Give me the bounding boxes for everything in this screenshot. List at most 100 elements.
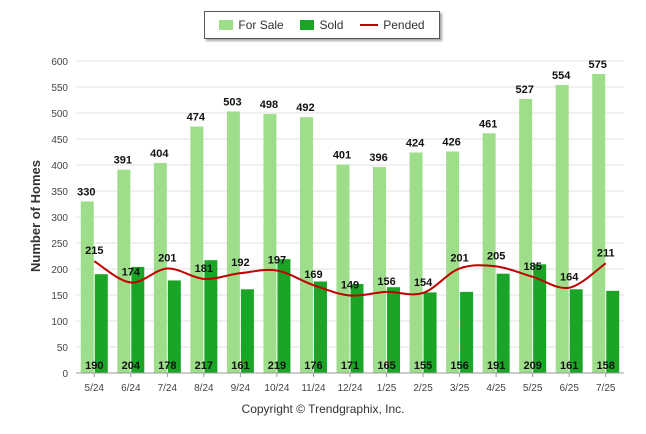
for-sale-swatch bbox=[219, 20, 234, 30]
data-label-sold: 204 bbox=[122, 360, 141, 372]
bar-sold bbox=[569, 289, 583, 373]
x-tick-label: 10/24 bbox=[264, 383, 289, 394]
bar-sold bbox=[94, 274, 108, 373]
bar-sold bbox=[277, 259, 291, 373]
legend-label-pended: Pended bbox=[383, 18, 425, 32]
data-label-for-sale: 554 bbox=[552, 70, 571, 82]
y-tick-label: 50 bbox=[57, 343, 69, 354]
data-label-for-sale: 474 bbox=[187, 112, 206, 124]
y-tick-label: 550 bbox=[51, 83, 68, 94]
copyright-text: Copyright © Trendgraphix, Inc. bbox=[241, 402, 405, 416]
y-tick-label: 300 bbox=[51, 213, 68, 224]
data-label-for-sale: 527 bbox=[515, 84, 533, 96]
data-label-pended: 169 bbox=[304, 269, 322, 281]
y-tick-label: 0 bbox=[62, 369, 68, 380]
data-label-pended: 164 bbox=[560, 272, 579, 284]
legend-item-sold[interactable]: Sold bbox=[300, 18, 343, 32]
bar-for-sale bbox=[519, 98, 533, 374]
bar-sold bbox=[167, 280, 181, 373]
data-label-pended: 211 bbox=[597, 247, 615, 259]
bar-for-sale bbox=[555, 84, 569, 374]
data-label-sold: 161 bbox=[231, 360, 249, 372]
x-tick-label: 6/25 bbox=[559, 383, 579, 394]
bar-sold bbox=[496, 273, 510, 373]
y-tick-label: 200 bbox=[51, 265, 68, 276]
data-label-sold: 176 bbox=[304, 360, 322, 372]
y-axis-title: Number of Homes bbox=[28, 160, 43, 272]
legend: For Sale Sold Pended bbox=[204, 11, 440, 39]
data-label-for-sale: 401 bbox=[333, 149, 351, 161]
legend-label-for-sale: For Sale bbox=[238, 18, 284, 32]
bar-for-sale bbox=[80, 201, 94, 373]
y-tick-label: 500 bbox=[51, 109, 68, 120]
sold-swatch bbox=[300, 20, 315, 30]
x-tick-label: 12/24 bbox=[337, 383, 362, 394]
data-label-sold: 217 bbox=[195, 360, 213, 372]
bar-for-sale bbox=[336, 164, 350, 373]
x-tick-label: 5/24 bbox=[85, 383, 105, 394]
bar-sold bbox=[131, 266, 145, 373]
y-tick-label: 250 bbox=[51, 239, 68, 250]
bar-sold bbox=[313, 281, 327, 373]
x-tick-label: 3/25 bbox=[450, 383, 470, 394]
bar-sold bbox=[533, 264, 547, 373]
x-tick-label: 2/25 bbox=[413, 383, 433, 394]
bar-sold bbox=[423, 292, 437, 373]
legend-label-sold: Sold bbox=[319, 18, 344, 32]
x-tick-label: 6/24 bbox=[121, 383, 141, 394]
data-label-sold: 209 bbox=[523, 360, 541, 372]
bar-sold bbox=[387, 287, 401, 373]
legend-item-pended[interactable]: Pended bbox=[360, 18, 425, 32]
bar-for-sale bbox=[446, 151, 460, 373]
bar-sold bbox=[240, 289, 254, 373]
x-tick-label: 4/25 bbox=[486, 383, 506, 394]
bar-sold bbox=[460, 291, 474, 373]
bar-for-sale bbox=[117, 169, 131, 373]
data-label-sold: 171 bbox=[341, 360, 359, 372]
y-tick-label: 100 bbox=[51, 317, 68, 328]
x-tick-label: 5/25 bbox=[523, 383, 543, 394]
data-label-sold: 155 bbox=[414, 360, 432, 372]
x-tick-label: 7/24 bbox=[158, 383, 178, 394]
bar-for-sale bbox=[373, 167, 387, 373]
y-tick-label: 350 bbox=[51, 187, 68, 198]
bar-for-sale bbox=[263, 114, 277, 373]
data-label-sold: 219 bbox=[268, 360, 286, 372]
data-label-for-sale: 575 bbox=[589, 59, 607, 71]
data-label-pended: 181 bbox=[195, 263, 213, 275]
data-label-sold: 158 bbox=[597, 360, 615, 372]
bar-for-sale bbox=[190, 126, 204, 374]
grid-layer bbox=[76, 60, 624, 374]
data-label-for-sale: 391 bbox=[114, 155, 132, 167]
data-label-pended: 201 bbox=[450, 252, 468, 264]
x-tick-label: 7/25 bbox=[596, 383, 616, 394]
bars-layer bbox=[80, 74, 620, 374]
y-axis: 0 50 100 150 200 250 300 350 400 450 500 550 600 bbox=[51, 57, 68, 380]
data-label-for-sale: 492 bbox=[296, 102, 314, 114]
data-label-pended: 185 bbox=[523, 261, 541, 273]
data-label-sold: 178 bbox=[158, 360, 176, 372]
x-tick-label: 8/24 bbox=[194, 383, 214, 394]
data-label-for-sale: 503 bbox=[223, 96, 241, 108]
legend-item-for-sale[interactable]: For Sale bbox=[219, 18, 284, 32]
data-label-pended: 205 bbox=[487, 250, 505, 262]
data-label-for-sale: 396 bbox=[369, 152, 387, 164]
data-label-pended: 154 bbox=[414, 277, 433, 289]
data-label-pended: 201 bbox=[158, 252, 176, 264]
data-label-for-sale: 461 bbox=[479, 118, 497, 130]
bar-for-sale bbox=[299, 117, 313, 373]
data-label-sold: 191 bbox=[487, 360, 505, 372]
bar-sold bbox=[204, 260, 218, 373]
bar-for-sale bbox=[226, 111, 240, 373]
y-tick-label: 150 bbox=[51, 291, 68, 302]
bar-for-sale bbox=[153, 162, 167, 373]
bar-sold bbox=[606, 290, 620, 373]
x-tick-label: 11/24 bbox=[301, 383, 326, 394]
data-label-sold: 161 bbox=[560, 360, 578, 372]
data-label-pended: 174 bbox=[122, 267, 141, 279]
y-tick-label: 450 bbox=[51, 135, 68, 146]
data-label-for-sale: 424 bbox=[406, 138, 425, 150]
data-label-sold: 190 bbox=[85, 360, 103, 372]
data-label-for-sale: 498 bbox=[260, 99, 278, 111]
